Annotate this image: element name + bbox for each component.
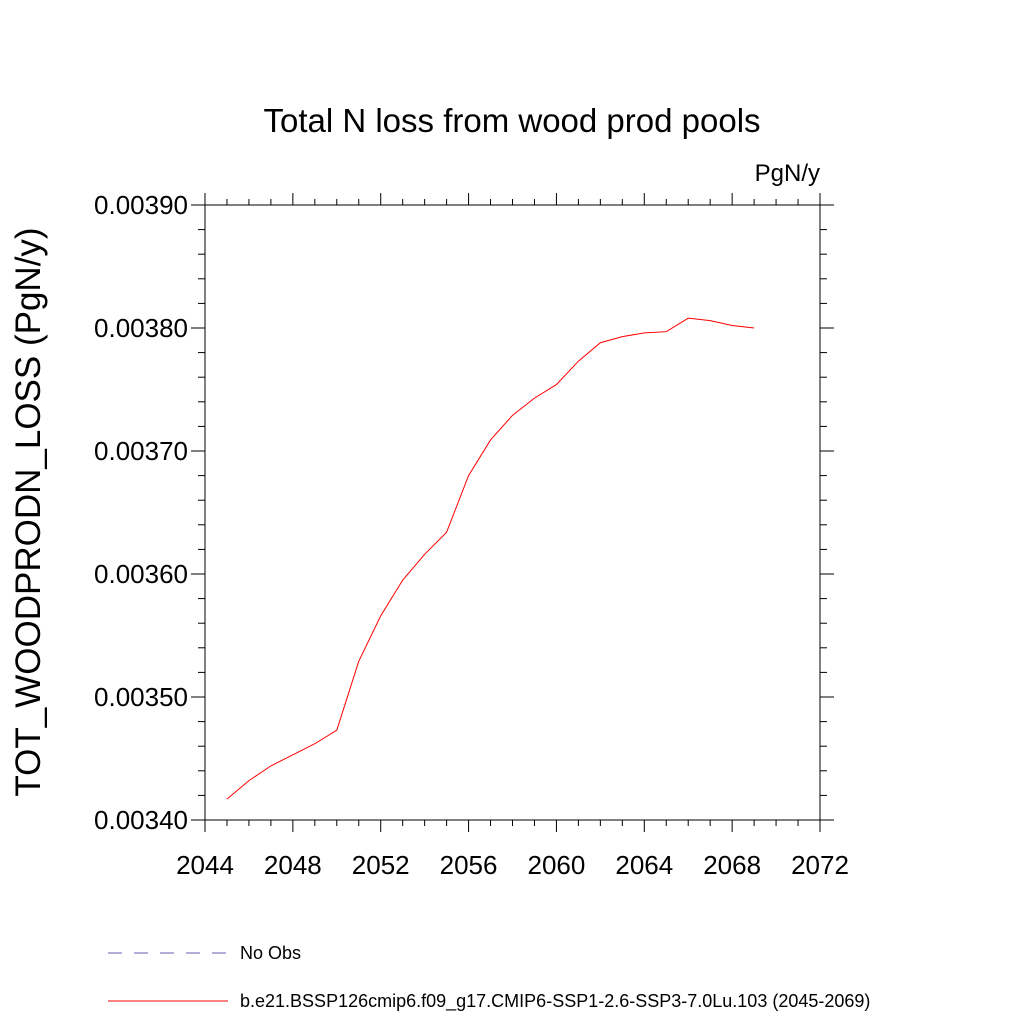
data-point: [313, 742, 317, 746]
data-point: [752, 326, 756, 330]
data-point: [598, 341, 602, 345]
data-point: [225, 797, 229, 801]
x-tick-label: 2060: [528, 850, 586, 880]
chart-title: Total N loss from wood prod pools: [263, 102, 760, 139]
y-tick-label: 0.00380: [94, 313, 188, 343]
legend-label: b.e21.BSSP126cmip6.f09_g17.CMIP6-SSP1-2.…: [240, 991, 870, 1012]
data-point: [532, 396, 536, 400]
data-point: [642, 331, 646, 335]
data-point: [686, 316, 690, 320]
x-tick-label: 2064: [615, 850, 673, 880]
data-point: [467, 474, 471, 478]
data-point: [335, 728, 339, 732]
data-point: [247, 779, 251, 783]
series-line: [226, 317, 755, 800]
legend-label: No Obs: [240, 943, 301, 963]
y-tick-label: 0.00350: [94, 682, 188, 712]
data-point: [269, 764, 273, 768]
x-tick-label: 2052: [352, 850, 410, 880]
x-tick-label: 2056: [440, 850, 498, 880]
x-tick-label: 2044: [176, 850, 234, 880]
y-tick-label: 0.00390: [94, 190, 188, 220]
data-point: [379, 614, 383, 618]
x-tick-label: 2072: [791, 850, 849, 880]
data-point: [511, 413, 515, 417]
data-point: [489, 438, 493, 442]
units-label: PgN/y: [755, 160, 820, 187]
data-point: [708, 319, 712, 323]
data-point: [664, 330, 668, 334]
data-point: [445, 530, 449, 534]
data-point: [423, 552, 427, 556]
y-axis-label: TOT_WOODPRODN_LOSS (PgN/y): [9, 227, 48, 796]
data-point: [730, 324, 734, 328]
data-point: [401, 578, 405, 582]
data-point: [576, 359, 580, 363]
y-tick-label: 0.00360: [94, 559, 188, 589]
data-point: [554, 383, 558, 387]
data-point: [620, 335, 624, 339]
data-point: [357, 659, 361, 663]
x-tick-label: 2048: [264, 850, 322, 880]
x-tick-label: 2068: [703, 850, 761, 880]
plot-frame: [204, 204, 821, 821]
data-point: [291, 753, 295, 757]
y-tick-label: 0.00340: [94, 805, 188, 835]
y-tick-label: 0.00370: [94, 436, 188, 466]
